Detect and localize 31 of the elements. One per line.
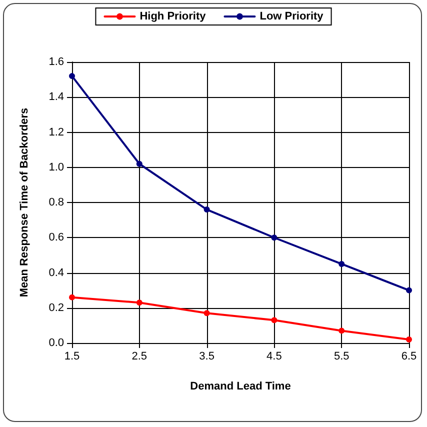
y-tick-label: 1.6 (48, 56, 64, 68)
x-tick-label: 2.5 (132, 350, 148, 362)
point (69, 73, 75, 80)
legend-label: Low Priority (260, 10, 324, 22)
point (271, 234, 278, 241)
y-tick-label: 1.0 (48, 161, 64, 174)
point (406, 287, 412, 294)
x-axis-title: Demand Lead Time (190, 380, 291, 392)
x-tick-label: 3.5 (199, 350, 214, 362)
point (338, 328, 345, 334)
point (204, 206, 210, 213)
point (136, 300, 142, 306)
y-tick-label: 0.4 (48, 266, 64, 279)
y-tick-label: 1.4 (48, 91, 64, 104)
y-tick-label: 0.2 (48, 302, 64, 314)
x-tick-label: 5.5 (334, 350, 350, 362)
y-tick-label: 1.2 (48, 126, 64, 138)
point (69, 294, 75, 300)
x-tick-label: 6.5 (401, 350, 417, 362)
point (271, 317, 278, 324)
legend-label: High Priority (140, 10, 207, 22)
y-tick-label: 0.6 (48, 232, 64, 244)
x-tick-label: 1.5 (64, 350, 80, 362)
x-tick-label: 4.5 (266, 350, 282, 362)
y-axis-title: Mean Response Time of Backorders (18, 108, 30, 298)
y-tick-label: 0.0 (48, 337, 64, 349)
y-tick-label: 0.8 (48, 196, 64, 208)
point (406, 336, 412, 342)
point (136, 160, 142, 167)
point (338, 260, 345, 267)
point (204, 310, 210, 316)
